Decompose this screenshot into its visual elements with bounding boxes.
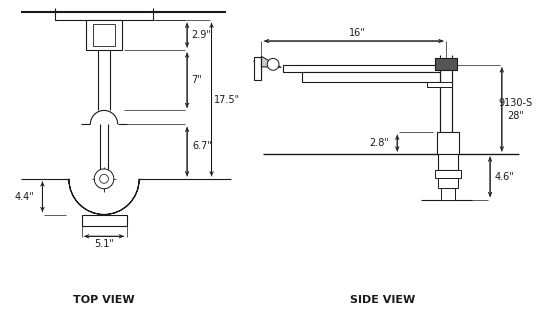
Bar xyxy=(427,82,452,87)
Bar xyxy=(283,65,440,72)
Text: 7": 7" xyxy=(191,75,202,85)
Bar xyxy=(441,188,455,200)
Circle shape xyxy=(100,174,108,183)
Bar xyxy=(55,12,153,20)
Text: 17.5": 17.5" xyxy=(214,94,240,105)
Bar xyxy=(86,20,122,50)
Text: 6.7": 6.7" xyxy=(193,141,213,151)
Bar xyxy=(438,178,458,188)
Bar xyxy=(302,72,440,82)
Bar xyxy=(435,58,457,70)
Bar xyxy=(435,170,461,178)
Text: 16": 16" xyxy=(349,28,366,38)
Text: 5.1": 5.1" xyxy=(94,239,114,249)
Text: 28": 28" xyxy=(507,111,524,121)
Circle shape xyxy=(267,58,279,70)
Wedge shape xyxy=(69,179,139,214)
Circle shape xyxy=(94,169,114,189)
Text: 4.6": 4.6" xyxy=(495,172,515,182)
Bar xyxy=(438,154,458,170)
Bar xyxy=(254,57,262,80)
Text: TOP VIEW: TOP VIEW xyxy=(73,295,135,305)
Bar xyxy=(81,214,126,226)
Text: 2.8": 2.8" xyxy=(370,138,390,148)
Text: 4.4": 4.4" xyxy=(15,192,35,202)
Bar xyxy=(437,132,459,154)
Text: SIDE VIEW: SIDE VIEW xyxy=(350,295,415,305)
Bar xyxy=(93,24,115,46)
Text: 2.9": 2.9" xyxy=(191,30,211,40)
Text: 9130-S: 9130-S xyxy=(498,98,533,108)
Polygon shape xyxy=(262,56,281,67)
